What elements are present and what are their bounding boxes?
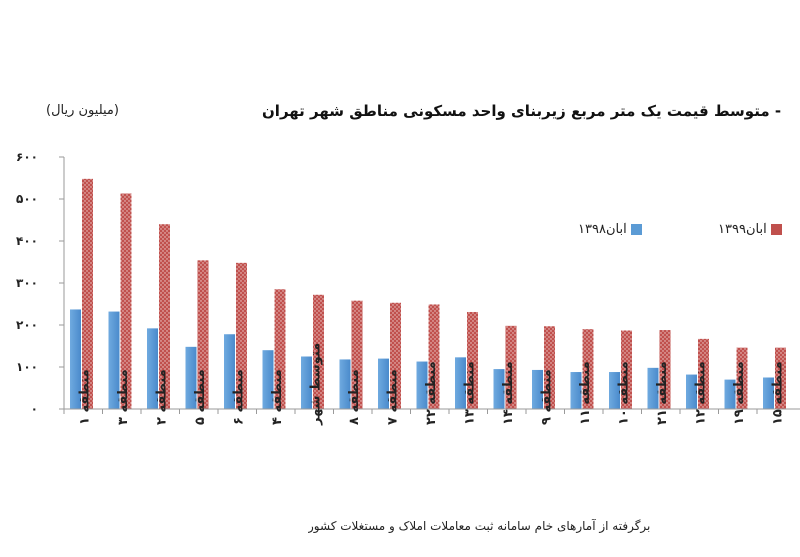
y-tick-label: ۶۰۰	[16, 150, 38, 164]
bar-series2	[698, 338, 709, 409]
y-tick-label: ۰	[31, 402, 38, 416]
bar-series2	[197, 260, 209, 409]
legend-swatch-blue	[630, 224, 642, 235]
bar-series1	[647, 367, 659, 409]
x-tick-label: منطقه ۱۲	[693, 361, 708, 425]
bar-series1	[185, 346, 197, 409]
bar-series2	[351, 300, 363, 409]
bar-series2	[159, 224, 170, 409]
x-tick-label: منطقه ۳	[116, 369, 131, 425]
y-axis: ۰ ۱۰۰ ۲۰۰ ۳۰۰ ۴۰۰ ۵۰۰ ۶۰۰	[16, 150, 65, 416]
legend-item-series1: آبان۱۳۹۸	[578, 222, 642, 237]
legend-label-series1: آبان۱۳۹۸	[578, 222, 627, 237]
legend-item-series2: آبان۱۳۹۹	[718, 222, 782, 237]
bar-series2	[736, 347, 748, 409]
x-tick-label: منطقه ۱	[77, 369, 92, 425]
bar-series1	[416, 361, 428, 409]
bar-series1	[262, 350, 274, 409]
x-tick-label: منطقه ۲۱	[655, 361, 670, 425]
bar-series2	[621, 330, 632, 409]
x-tick-label: منطقه ۸	[347, 369, 362, 425]
bar-series2	[505, 325, 517, 409]
x-tick-label: منطقه ۱۹	[732, 361, 747, 425]
y-unit-label: (میلیون ریال)	[46, 103, 119, 118]
source-note: برگرفته از آمارهای خام سامانه ثبت معاملا…	[308, 519, 651, 533]
x-tick-label: منطقه ۱۴	[501, 361, 516, 425]
bar-series1	[686, 374, 697, 409]
y-tick-label: ۱۰۰	[16, 360, 38, 374]
bar-series1	[532, 369, 543, 409]
bar-series1	[70, 309, 81, 409]
bar-series2	[313, 294, 324, 409]
bar-series2	[390, 302, 401, 409]
legend-swatch-red	[770, 224, 782, 235]
bars-group	[63, 178, 800, 414]
bar-series2	[544, 326, 555, 409]
y-tick-label: ۳۰۰	[16, 276, 38, 290]
bar-series2	[120, 193, 132, 409]
bar-series1	[339, 359, 351, 409]
bar-series1	[455, 357, 466, 409]
bar-series2	[467, 311, 478, 409]
bar-series2	[775, 347, 786, 409]
bar-series2	[582, 329, 594, 409]
y-tick-label: ۴۰۰	[16, 234, 38, 248]
chart-title: - متوسط قیمت یک متر مربع زیربنای واحد مس…	[262, 102, 782, 120]
legend-label-series2: آبان۱۳۹۹	[718, 222, 767, 237]
bar-series1	[493, 369, 505, 409]
x-tick-label: منطقه ۱۰	[616, 361, 631, 425]
bar-series2	[274, 289, 286, 409]
bar-series1	[570, 372, 582, 409]
bar-series2	[428, 304, 440, 409]
bar-series1	[301, 356, 312, 409]
x-tick-label: منطقه ۲۲	[424, 361, 439, 425]
bar-series2	[236, 262, 247, 409]
x-axis-labels: منطقه ۱ منطقه ۳ منطقه ۲ منطقه ۵ منطقه ۶ منطقه…	[77, 343, 785, 426]
y-tick-label: ۵۰۰	[16, 192, 38, 206]
bar-series1	[108, 311, 120, 409]
bar-series2	[659, 330, 671, 409]
x-tick-label: منطقه ۲	[154, 369, 169, 425]
bar-series1	[724, 379, 736, 409]
y-tick-label: ۲۰۰	[16, 318, 38, 332]
x-tick-label: منطقه ۵	[193, 369, 208, 425]
bar-series2	[82, 178, 93, 409]
x-tick-label: منطقه ۱۳	[462, 361, 477, 425]
bar-series1	[609, 372, 620, 409]
x-tick-label: منطقه ۱۵	[770, 361, 785, 425]
bar-series1	[378, 358, 389, 409]
bar-series1	[763, 377, 774, 409]
bar-series1	[147, 328, 158, 409]
bar-series1	[224, 334, 235, 409]
x-tick-label: متوسط شهر	[308, 343, 323, 426]
x-tick-label: منطقه ۱۱	[578, 361, 593, 425]
x-tick-label: منطقه ۹	[539, 369, 554, 425]
legend: آبان۱۳۹۸ آبان۱۳۹۹	[578, 222, 800, 242]
x-tick-label: منطقه ۶	[231, 369, 246, 425]
x-tick-label: منطقه ۷	[385, 369, 400, 425]
x-tick-label: منطقه ۴	[270, 369, 285, 425]
